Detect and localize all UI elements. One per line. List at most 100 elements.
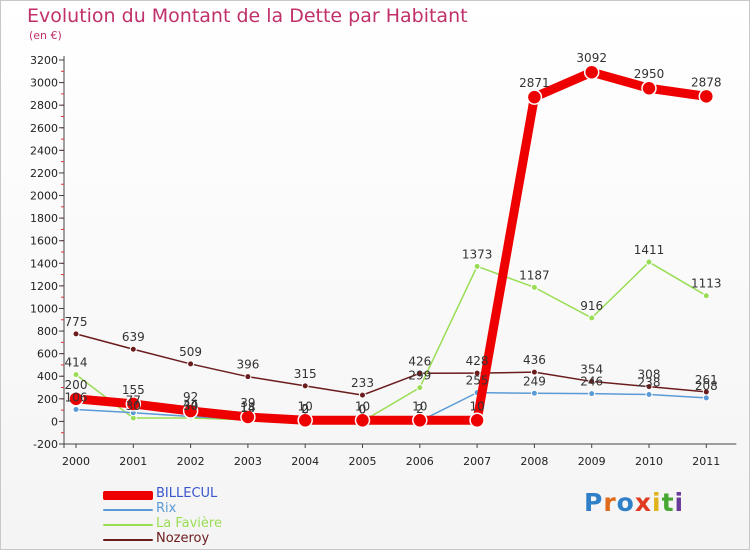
data-point-1 [72,405,80,413]
data-label: 44 [183,397,198,411]
y-tick-label: 1600 [30,235,58,248]
data-point-0 [68,391,84,407]
data-point-1 [588,390,596,398]
y-tick-label: 3000 [30,77,58,90]
x-tick-label: 2000 [62,455,90,468]
data-label: 2 [301,402,309,416]
data-point-0 [240,409,256,425]
data-label: 308 [638,368,661,382]
data-point-0 [698,88,715,105]
data-label: 233 [351,376,374,390]
data-label: 2950 [634,67,665,81]
data-label: 0 [359,402,367,416]
data-label: 3092 [576,51,607,65]
x-tick-label: 2004 [291,455,319,468]
y-tick-label: 400 [37,370,58,383]
logo-letter: i [652,488,662,517]
data-label: 1411 [634,243,665,257]
data-label: 396 [236,358,259,372]
chart-series [68,64,715,429]
x-tick-label: 2005 [349,455,377,468]
chart-unit-label: (en €) [29,29,62,42]
data-label: 238 [638,376,661,390]
data-point-1 [702,394,710,402]
y-tick-label: 0 [51,415,58,428]
data-point-2 [645,258,653,266]
legend-label: Rix [156,501,177,516]
data-point-2 [72,371,80,379]
data-point-0 [182,403,199,419]
data-point-3 [72,330,80,338]
x-tick-label: 2003 [234,455,262,468]
legend-swatch [103,509,153,511]
data-point-3 [530,368,538,376]
data-point-3 [301,382,309,390]
x-tick-label: 2009 [578,455,606,468]
y-tick-label: 200 [37,393,58,406]
data-label: 10 [412,399,427,413]
logo-letter: r [603,488,617,517]
proxiti-logo: Proxiti [584,488,684,517]
logo-letter: x [634,488,652,517]
legend-label: La Favière [156,516,222,531]
data-point-3 [588,377,596,385]
data-label: 299 [408,369,431,383]
data-label: 775 [65,315,88,329]
data-label: 354 [580,362,603,376]
legend-swatch [103,490,153,500]
data-label: 77 [126,394,141,408]
data-label: 208 [695,379,718,393]
data-point-2 [588,314,596,322]
y-tick-label: 1000 [30,302,58,315]
logo-letter: i [674,488,685,517]
data-point-0 [297,412,313,429]
data-label: 155 [122,383,145,397]
logo-letter: P [584,488,604,517]
data-label: 2871 [519,76,550,90]
data-label: 18 [240,400,255,414]
series-line-2 [75,261,708,423]
y-tick-label: 1400 [30,257,58,270]
y-tick-label: 600 [37,348,58,361]
data-label: 509 [179,345,202,359]
y-tick-label: 1200 [30,280,58,293]
y-tick-label: 800 [37,325,58,338]
y-tick-label: 3200 [30,54,58,67]
data-label: 639 [122,330,145,344]
logo-letter: o [616,488,635,517]
data-label: 14 [240,401,255,415]
data-label: 249 [523,374,546,388]
data-label: 428 [466,354,489,368]
data-label: 30 [183,399,198,413]
data-point-0 [526,89,543,105]
data-point-3 [645,383,653,391]
data-label: 2 [416,402,424,416]
data-label: 30 [126,399,141,413]
data-point-2 [530,283,538,291]
legend-label: Nozeroy [156,531,210,546]
x-tick-label: 2008 [520,455,548,468]
series-line-0 [71,67,711,425]
data-label: 414 [65,356,88,370]
data-label: 0 [359,402,367,416]
data-label: 315 [294,367,317,381]
series-line-3 [75,333,708,396]
data-point-1 [530,389,538,397]
chart-axes: -200020040060080010001200140016001800200… [30,54,737,468]
chart-title: Evolution du Montant de la Dette par Hab… [27,5,468,27]
data-label: 0 [301,402,309,416]
data-label: 39 [240,396,255,410]
data-point-0 [469,412,485,429]
data-point-3 [244,373,252,381]
legend-swatch [103,539,153,541]
y-tick-label: 2000 [30,190,58,203]
data-label: 2878 [691,75,722,89]
data-label: 10 [298,399,313,413]
legend-swatch [103,524,153,526]
logo-letter: t [661,488,675,517]
data-point-0 [354,412,371,429]
legend-label: BILLECUL [156,486,218,501]
